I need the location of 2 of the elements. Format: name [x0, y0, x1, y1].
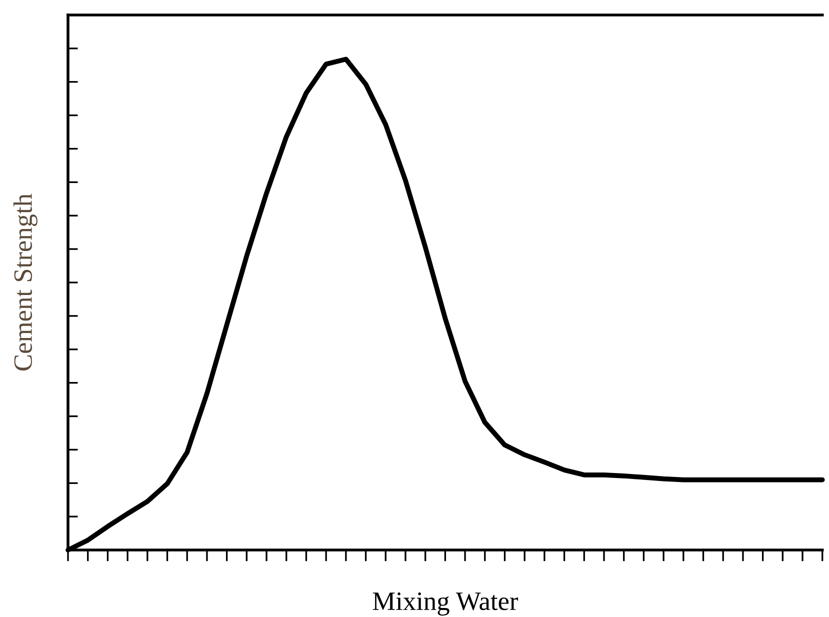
x-axis-title: Mixing Water	[372, 592, 518, 616]
y-axis-title: Cement Strength	[13, 194, 38, 370]
